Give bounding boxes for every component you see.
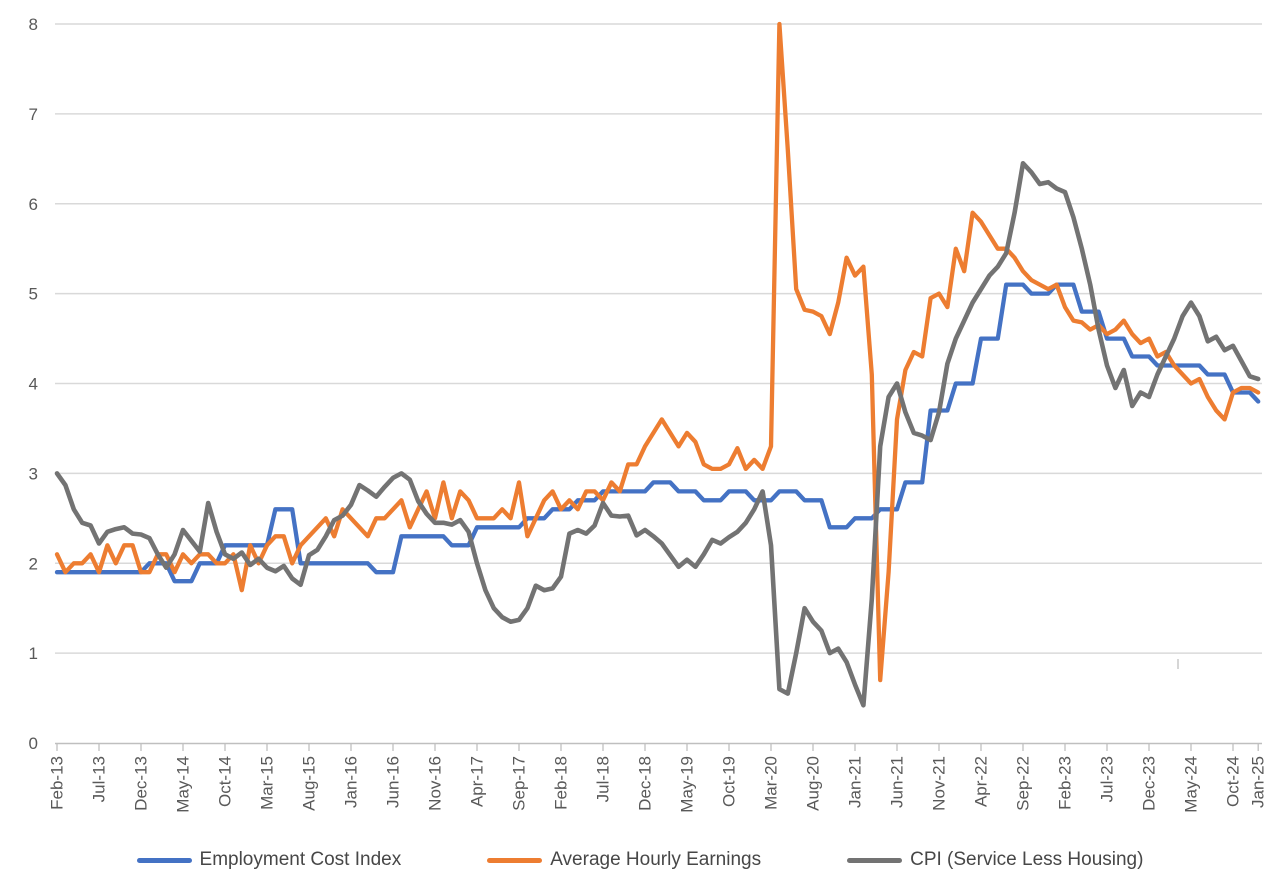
svg-text:Nov-16: Nov-16 bbox=[426, 756, 445, 811]
svg-text:Mar-15: Mar-15 bbox=[258, 756, 277, 810]
svg-text:6: 6 bbox=[29, 195, 38, 214]
svg-text:Oct-14: Oct-14 bbox=[216, 756, 235, 807]
svg-text:5: 5 bbox=[29, 285, 38, 304]
svg-text:Dec-18: Dec-18 bbox=[636, 756, 655, 811]
svg-text:Oct-24: Oct-24 bbox=[1224, 756, 1243, 807]
svg-text:Apr-22: Apr-22 bbox=[972, 756, 991, 807]
legend-item-average-hourly-earnings: Average Hourly Earnings bbox=[487, 849, 761, 871]
svg-text:May-24: May-24 bbox=[1182, 756, 1201, 813]
svg-text:Jul-23: Jul-23 bbox=[1098, 756, 1117, 802]
svg-text:0: 0 bbox=[29, 734, 38, 753]
legend-label-average-hourly-earnings: Average Hourly Earnings bbox=[550, 849, 762, 870]
svg-text:Jan-21: Jan-21 bbox=[846, 756, 865, 808]
legend-line-swatch-blue bbox=[136, 857, 192, 863]
svg-text:2: 2 bbox=[29, 554, 38, 573]
legend-line-swatch-orange bbox=[487, 857, 543, 863]
svg-text:3: 3 bbox=[29, 464, 38, 483]
svg-text:Feb-13: Feb-13 bbox=[48, 756, 67, 810]
svg-text:Jan-16: Jan-16 bbox=[342, 756, 361, 808]
svg-text:Aug-15: Aug-15 bbox=[300, 756, 319, 811]
svg-text:Jul-13: Jul-13 bbox=[90, 756, 109, 802]
legend-item-cpi-service-less-housing: CPI (Service Less Housing) bbox=[847, 849, 1143, 871]
svg-text:7: 7 bbox=[29, 105, 38, 124]
svg-text:Aug-20: Aug-20 bbox=[804, 756, 823, 811]
stray-mark bbox=[1177, 659, 1179, 669]
svg-text:1: 1 bbox=[29, 644, 38, 663]
svg-text:Apr-17: Apr-17 bbox=[468, 756, 487, 807]
svg-text:Sep-22: Sep-22 bbox=[1014, 756, 1033, 811]
svg-text:Nov-21: Nov-21 bbox=[930, 756, 949, 811]
svg-text:4: 4 bbox=[29, 375, 38, 394]
legend-line-swatch-gray bbox=[847, 857, 903, 863]
svg-text:Dec-13: Dec-13 bbox=[132, 756, 151, 811]
svg-text:Feb-18: Feb-18 bbox=[552, 756, 571, 810]
svg-text:Jul-18: Jul-18 bbox=[594, 756, 613, 802]
svg-text:Mar-20: Mar-20 bbox=[762, 756, 781, 810]
svg-text:Feb-23: Feb-23 bbox=[1056, 756, 1075, 810]
legend-label-cpi-service-less-housing: CPI (Service Less Housing) bbox=[910, 849, 1144, 870]
legend-item-employment-cost-index: Employment Cost Index bbox=[136, 849, 402, 871]
chart-legend: Employment Cost Index Average Hourly Ear… bbox=[0, 849, 1280, 871]
svg-text:8: 8 bbox=[29, 15, 38, 34]
svg-text:May-14: May-14 bbox=[174, 756, 193, 813]
svg-text:Jun-21: Jun-21 bbox=[888, 756, 907, 808]
svg-text:Dec-23: Dec-23 bbox=[1140, 756, 1159, 811]
svg-text:Oct-19: Oct-19 bbox=[720, 756, 739, 807]
svg-text:May-19: May-19 bbox=[678, 756, 697, 813]
svg-text:Sep-17: Sep-17 bbox=[510, 756, 529, 811]
svg-text:Jun-16: Jun-16 bbox=[384, 756, 403, 808]
legend-label-employment-cost-index: Employment Cost Index bbox=[199, 849, 402, 870]
svg-text:Jan-25: Jan-25 bbox=[1249, 756, 1268, 808]
